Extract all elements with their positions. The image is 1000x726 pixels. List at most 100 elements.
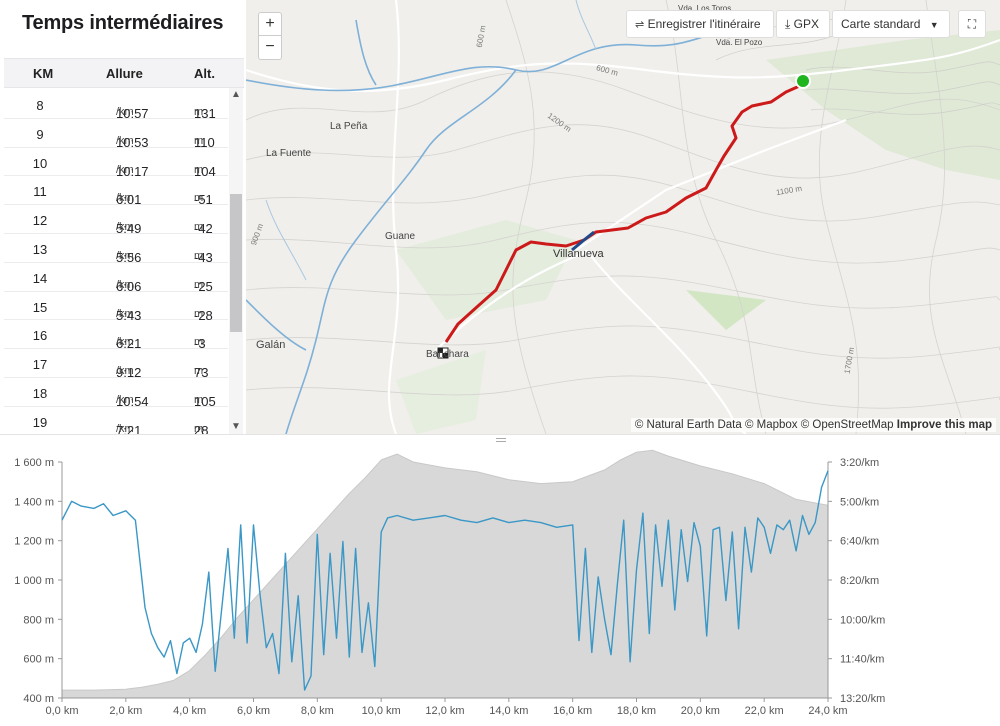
y-left-tick-label: 800 m	[23, 614, 54, 626]
split-row[interactable]: 14 6:06/km -25 m	[4, 263, 228, 294]
split-row[interactable]: 9 10:53/km 110 m	[4, 119, 228, 150]
save-route-button[interactable]: ⇌ Enregistrer l'itinéraire	[626, 10, 774, 38]
y-left-tick-label: 400 m	[23, 693, 54, 705]
place-vda-el-pozo: Vda. El Pozo	[716, 38, 763, 47]
x-tick-label: 16,0 km	[553, 705, 592, 717]
pace-unit: /km	[116, 134, 134, 147]
elevation-pace-chart[interactable]: 1 600 m 1 400 m 1 200 m 1 000 m 800 m 600 m 40…	[0, 444, 1000, 726]
split-alt-value: 73	[194, 365, 209, 381]
route-map[interactable]: La Peña La Fuente Guane Villanueva Galán…	[246, 0, 1000, 434]
alt-unit: m	[194, 106, 204, 118]
pace-unit: /km	[116, 393, 134, 406]
scroll-up-icon[interactable]: ▲	[231, 89, 241, 100]
split-km: 11	[33, 184, 47, 200]
save-route-label: Enregistrer l'itinéraire	[647, 17, 761, 31]
attribution-text: © Natural Earth Data © Mapbox © OpenStre…	[634, 419, 894, 431]
y-right-tick-label: 3:20/km	[840, 457, 879, 469]
split-km: 16	[32, 328, 48, 344]
y-right-tick-label: 13:20/km	[840, 693, 885, 705]
split-alt-value: -28	[194, 307, 213, 323]
split-pace-value: 5:49	[116, 221, 142, 237]
map-style-dropdown[interactable]: Carte standard ▼	[832, 10, 950, 38]
gpx-label: GPX	[793, 17, 819, 31]
split-row[interactable]: 11 6:01/km -51 m	[4, 176, 228, 208]
x-tick-label: 4,0 km	[173, 705, 206, 717]
split-alt-value: 104	[194, 163, 216, 179]
split-pace-value: 5:43	[116, 307, 142, 323]
place-barichara: Barichara	[426, 349, 469, 360]
alt-unit: m	[194, 134, 204, 147]
split-row[interactable]: 16 6:21/km -3 m	[4, 320, 228, 351]
split-row[interactable]: 10 10:17/km 104 m	[4, 148, 228, 179]
x-tick-label: 10,0 km	[362, 705, 401, 717]
pace-unit: /km	[116, 336, 134, 349]
x-tick-label: 2,0 km	[109, 705, 142, 717]
y-left-tick-label: 1 400 m	[14, 496, 54, 508]
pace-unit: /km	[116, 307, 134, 320]
pace-line	[61, 470, 829, 691]
place-guane: Guane	[385, 231, 416, 242]
x-tick-label: 6,0 km	[237, 705, 270, 717]
splits-panel: Temps intermédiaires KM Allure Alt. 8 10:…	[0, 0, 246, 434]
x-tick-label: 0,0 km	[45, 705, 78, 717]
alt-unit: m	[194, 278, 204, 291]
splits-scrollbar[interactable]: ▲ ▼	[229, 88, 243, 434]
y-left-tick-label: 1 000 m	[14, 575, 54, 587]
current-route-segment	[571, 230, 595, 252]
split-row[interactable]: 8 10:57/km 131 m	[4, 90, 228, 121]
split-km: 17	[32, 357, 48, 373]
zoom-out-button[interactable]: −	[258, 36, 282, 60]
x-tick-label: 8,0 km	[301, 705, 334, 717]
split-alt-value: -51	[194, 192, 213, 208]
gpx-download-button[interactable]: ⤓ GPX	[776, 10, 830, 38]
split-row[interactable]: 15 5:43/km -28 m	[4, 292, 228, 323]
split-pace-value: 7:21	[116, 422, 142, 434]
split-row[interactable]: 12 5:49/km -42 m	[4, 205, 228, 237]
place-vda-los-toros: Vda. Los Toros	[678, 4, 732, 13]
split-pace-value: 5:56	[116, 249, 142, 265]
place-la-fuente: La Fuente	[266, 148, 312, 159]
split-row[interactable]: 19 7:21/km 28 m	[4, 407, 228, 434]
scroll-down-icon[interactable]: ▼	[231, 421, 241, 432]
chart-canvas: 1 600 m 1 400 m 1 200 m 1 000 m 800 m 600 m 40…	[14, 449, 885, 717]
split-km: 18	[32, 385, 48, 401]
pace-column-header: Allure	[106, 66, 143, 81]
x-tick-label: 18,0 km	[617, 705, 656, 717]
pace-unit: /km	[116, 422, 134, 434]
fullscreen-icon[interactable]: ⛶	[958, 10, 986, 38]
split-km: 19	[32, 414, 48, 430]
resize-grip-icon[interactable]	[496, 438, 506, 442]
zoom-in-button[interactable]: +	[258, 12, 282, 36]
y-right-tick-label: 8:20/km	[840, 575, 879, 587]
pace-unit: /km	[116, 221, 134, 234]
route-icon: ⇌	[635, 19, 645, 31]
pace-unit: /km	[116, 249, 134, 262]
y-right-tick-label: 10:00/km	[840, 614, 885, 626]
alt-unit: m	[194, 422, 204, 434]
chevron-down-icon: ▼	[929, 20, 939, 30]
map-style-label: Carte standard	[841, 17, 921, 31]
split-row[interactable]: 18 10:54/km 105 m	[4, 378, 228, 409]
km-column-header: KM	[33, 66, 54, 81]
panel-resize-handle[interactable]	[0, 434, 1000, 444]
scrollbar-thumb[interactable]	[230, 194, 242, 332]
split-km: 15	[32, 299, 48, 315]
y-right-tick-label: 11:40/km	[840, 654, 884, 666]
improve-map-link[interactable]: Improve this map	[896, 419, 992, 431]
alt-unit: m	[194, 393, 204, 406]
y-left-tick-label: 1 200 m	[14, 536, 54, 548]
pace-unit: /km	[116, 192, 134, 205]
download-icon: ⤓	[785, 17, 791, 31]
split-km: 8	[36, 98, 44, 113]
y-right-tick-label: 6:40/km	[840, 536, 879, 548]
split-alt-value: 28	[194, 422, 209, 434]
start-marker	[795, 73, 811, 89]
split-row[interactable]: 13 5:56/km -43 m	[4, 234, 228, 265]
split-km: 14	[32, 270, 48, 286]
split-row[interactable]: 17 9:12/km 73 m	[4, 349, 228, 381]
y-left-tick-label: 1 600 m	[14, 457, 54, 469]
alt-unit: m	[194, 307, 204, 320]
split-pace-value: 6:01	[116, 192, 142, 208]
y-right-tick-label: 5:00/km	[840, 496, 879, 508]
splits-table-body: 8 10:57/km 131 m 9 10:53/km 110 m 10 10:17/km 10…	[4, 90, 228, 434]
